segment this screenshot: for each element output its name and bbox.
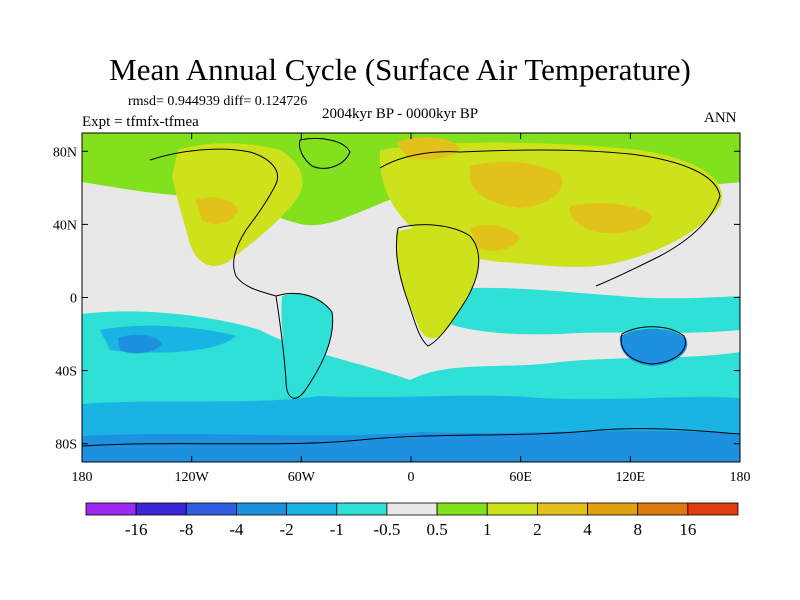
- field-north-america-max: [196, 197, 238, 225]
- colorbar-swatch-8: [486, 502, 538, 516]
- colorbar-swatch-2: [185, 502, 237, 516]
- colorbar-swatch-10: [587, 502, 639, 516]
- field-asia-max: [569, 203, 652, 234]
- field-southern-ocean-min: [560, 434, 680, 454]
- colorbar-swatch-4: [286, 502, 338, 516]
- field-indian-ocean-band: [440, 287, 740, 335]
- field-siberia-max: [470, 161, 563, 208]
- field-south-pacific-band: [82, 311, 740, 420]
- colorbar-swatch-6: [386, 502, 438, 516]
- coastline-greenland: [299, 138, 351, 169]
- field-sahara-max: [470, 225, 520, 251]
- anomaly-field: [82, 133, 740, 462]
- y-tick-label-2: 0: [70, 292, 77, 307]
- colorbar-label-2: -4: [229, 520, 244, 539]
- colorbar-swatch-12: [687, 502, 739, 516]
- colorbar-label-7: 1: [483, 520, 492, 539]
- y-tick-label-4: 80S: [55, 438, 77, 453]
- x-tick-label-6: 180: [730, 470, 751, 485]
- colorbar-swatch-1: [135, 502, 187, 516]
- x-tick-label-3: 0: [408, 470, 415, 485]
- coastline-eurasia: [379, 149, 721, 287]
- period-label: 2004kyr BP - 0000kyr BP: [322, 106, 479, 122]
- coastline-antarctica: [82, 428, 740, 447]
- colorbar-label-4: -1: [330, 520, 344, 539]
- axes: 180 120W 60W 0 60E 120E 180 80N 40N 0 40S 80S: [53, 133, 751, 485]
- chart-title: Mean Annual Cycle (Surface Air Temperatu…: [109, 52, 691, 87]
- coastline-north-america: [149, 148, 278, 297]
- field-north-america: [172, 143, 303, 266]
- colorbar-label-8: 2: [533, 520, 542, 539]
- x-tick-label-5: 120E: [616, 470, 646, 485]
- colorbar-label-11: 16: [679, 520, 696, 539]
- colorbar-swatch-5: [336, 502, 388, 516]
- colorbar-label-5: -0.5: [373, 520, 400, 539]
- colorbar: -16 -8 -4 -2 -1 -0.5 0.5 1 2 4 8 16: [85, 502, 739, 539]
- colorbar-swatch-7: [436, 502, 488, 516]
- colorbar-label-3: -2: [280, 520, 294, 539]
- colorbar-label-1: -8: [179, 520, 193, 539]
- field-australia-min: [619, 328, 688, 366]
- colorbar-swatch-0: [85, 502, 137, 516]
- x-tick-label-4: 60E: [509, 470, 532, 485]
- colorbar-label-10: 8: [633, 520, 642, 539]
- field-arctic-max: [396, 137, 460, 160]
- colorbar-swatch-9: [536, 502, 588, 516]
- x-tick-label-1: 120W: [175, 470, 210, 485]
- stats-line: rmsd= 0.944939 diff= 0.124726: [128, 94, 308, 109]
- x-tick-label-0: 180: [72, 470, 93, 485]
- coastline-south-america: [275, 292, 334, 399]
- colorbar-label-0: -16: [125, 520, 148, 539]
- experiment-label: Expt = tfmfx-tfmea: [82, 114, 199, 130]
- coastline-africa: [395, 224, 480, 347]
- field-south-pacific-min: [118, 334, 162, 354]
- y-tick-label-3: 40S: [55, 365, 77, 380]
- y-tick-label-0: 80N: [53, 145, 77, 160]
- colorbar-label-9: 4: [583, 520, 592, 539]
- field-south-america: [281, 293, 333, 396]
- colorbar-label-6: 0.5: [426, 520, 447, 539]
- y-tick-label-1: 40N: [53, 218, 77, 233]
- coastlines: [82, 138, 740, 447]
- x-tick-label-2: 60W: [288, 470, 316, 485]
- coastline-australia: [620, 326, 686, 365]
- season-label: ANN: [704, 110, 737, 126]
- colorbar-swatch-11: [637, 502, 689, 516]
- colorbar-swatch-3: [236, 502, 288, 516]
